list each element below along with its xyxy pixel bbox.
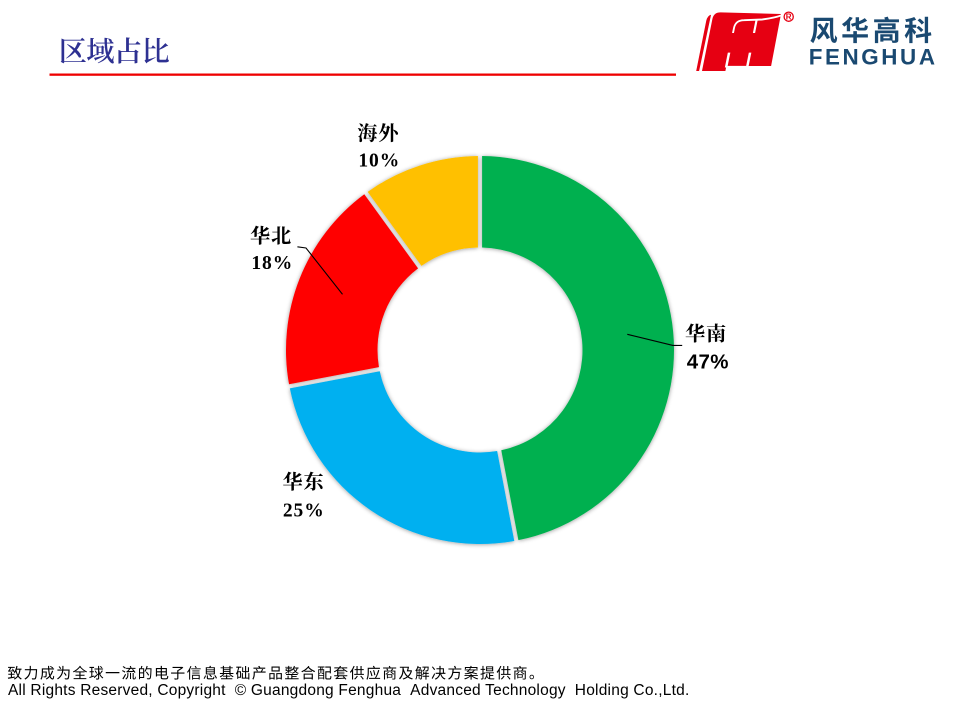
svg-text:47%: 47% <box>687 350 729 373</box>
svg-text:18%: 18% <box>251 253 293 274</box>
svg-text:R: R <box>786 13 792 22</box>
svg-text:All Rights Reserved, Copyright: All Rights Reserved, Copyright © Guangdo… <box>8 682 689 699</box>
svg-text:10%: 10% <box>358 151 400 172</box>
svg-text:FENGHUA: FENGHUA <box>809 44 938 69</box>
svg-text:25%: 25% <box>283 500 325 521</box>
